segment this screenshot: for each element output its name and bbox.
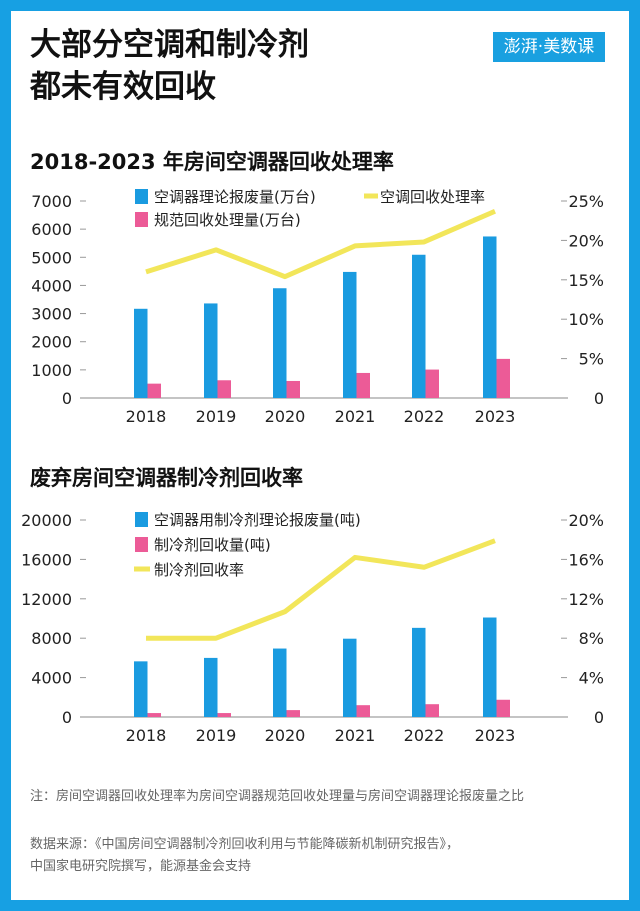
bar-blue bbox=[343, 271, 357, 398]
bar-blue bbox=[412, 254, 426, 398]
x-tick-label: 2018 bbox=[126, 726, 167, 745]
bar-pink bbox=[425, 369, 439, 398]
bar-pink bbox=[217, 713, 231, 717]
x-tick-label: 2020 bbox=[265, 407, 306, 426]
bar-blue bbox=[273, 288, 287, 398]
x-tick-label: 2022 bbox=[404, 407, 445, 426]
y-tick-label: 0 bbox=[62, 389, 72, 408]
bar-blue bbox=[483, 236, 497, 398]
y2-tick-label: 0 bbox=[594, 708, 604, 727]
y2-tick-label: 12% bbox=[568, 590, 604, 609]
source-line-2: 中国家电研究院撰写，能源基金会支持 bbox=[30, 859, 252, 874]
x-tick-label: 2023 bbox=[475, 407, 516, 426]
x-tick-label: 2021 bbox=[335, 407, 376, 426]
y-tick-label: 2000 bbox=[31, 333, 72, 352]
x-tick-label: 2019 bbox=[196, 407, 237, 426]
y2-tick-label: 20% bbox=[568, 231, 604, 250]
y-tick-label: 20000 bbox=[21, 511, 72, 530]
bar-pink bbox=[147, 713, 161, 717]
footnote: 注：房间空调器回收处理率为房间空调器规范回收处理量与房间空调器理论报废量之比 bbox=[30, 789, 525, 804]
y-tick-label: 4000 bbox=[31, 669, 72, 688]
bar-blue bbox=[134, 661, 148, 717]
x-tick-label: 2022 bbox=[404, 726, 445, 745]
y-tick-label: 0 bbox=[62, 708, 72, 727]
bar-pink bbox=[425, 704, 439, 717]
page-title: 大部分空调和制冷剂 都未有效回收 bbox=[30, 24, 309, 108]
y2-tick-label: 0 bbox=[594, 389, 604, 408]
legend-label: 规范回收处理量(万台) bbox=[154, 211, 301, 229]
bar-blue bbox=[204, 303, 218, 398]
y-tick-label: 6000 bbox=[31, 220, 72, 239]
x-tick-label: 2020 bbox=[265, 726, 306, 745]
bar-pink bbox=[147, 383, 161, 398]
y-tick-label: 7000 bbox=[31, 192, 72, 211]
legend-label: 制冷剂回收率 bbox=[154, 561, 244, 579]
bar-blue bbox=[273, 648, 287, 717]
chart2-title: 废弃房间空调器制冷剂回收率 bbox=[30, 466, 303, 490]
y2-tick-label: 25% bbox=[568, 192, 604, 211]
chart2: 0 4000 8000 12000 16000 20000 0 4% 8% 12% 16% 20% 20… bbox=[21, 511, 604, 745]
source-line-1: 数据来源：《中国房间空调器制冷剂回收利用与节能降碳新机制研究报告》， bbox=[30, 837, 460, 852]
card bbox=[11, 11, 629, 900]
x-tick-label: 2019 bbox=[196, 726, 237, 745]
legend-label: 空调器理论报废量(万台) bbox=[154, 188, 316, 206]
x-tick-label: 2021 bbox=[335, 726, 376, 745]
chart1-title: 2018-2023 年房间空调器回收处理率 bbox=[30, 150, 394, 174]
bar-blue bbox=[204, 657, 218, 717]
y-tick-label: 1000 bbox=[31, 361, 72, 380]
bar-blue bbox=[343, 638, 357, 717]
legend-swatch-pink bbox=[135, 212, 148, 227]
bar-pink bbox=[496, 358, 510, 398]
bar-pink bbox=[286, 710, 300, 717]
y2-tick-label: 16% bbox=[568, 550, 604, 569]
bar-pink bbox=[356, 372, 370, 398]
y-tick-label: 12000 bbox=[21, 590, 72, 609]
y-tick-label: 3000 bbox=[31, 305, 72, 324]
legend-label: 空调器用制冷剂理论报废量(吨) bbox=[154, 511, 361, 529]
y2-tick-label: 8% bbox=[579, 629, 604, 648]
x-tick-label: 2018 bbox=[126, 407, 167, 426]
y-tick-label: 16000 bbox=[21, 550, 72, 569]
title-line-1: 大部分空调和制冷剂 bbox=[30, 27, 309, 63]
bar-pink bbox=[217, 380, 231, 398]
bar-blue bbox=[134, 308, 148, 398]
bar-pink bbox=[356, 705, 370, 717]
y-tick-label: 4000 bbox=[31, 276, 72, 295]
bar-pink bbox=[286, 380, 300, 398]
legend-swatch-blue bbox=[135, 189, 148, 204]
chart1: 0 1000 2000 3000 4000 5000 6000 7000 0 5% 10% 15% 20… bbox=[31, 188, 604, 426]
y-tick-label: 8000 bbox=[31, 629, 72, 648]
title-line-2: 都未有效回收 bbox=[30, 69, 216, 105]
y2-tick-label: 5% bbox=[579, 350, 604, 369]
logo: 澎湃·美数课 bbox=[493, 32, 605, 62]
y-tick-label: 5000 bbox=[31, 248, 72, 267]
bar-pink bbox=[496, 699, 510, 717]
y2-tick-label: 20% bbox=[568, 511, 604, 530]
bar-blue bbox=[412, 627, 426, 717]
line-series bbox=[145, 208, 496, 280]
line-series bbox=[146, 538, 496, 641]
legend-label: 制冷剂回收量(吨) bbox=[154, 536, 271, 554]
legend-swatch-pink bbox=[135, 537, 148, 552]
y2-tick-label: 10% bbox=[568, 310, 604, 329]
legend-swatch-blue bbox=[135, 512, 148, 527]
x-tick-label: 2023 bbox=[475, 726, 516, 745]
y2-tick-label: 4% bbox=[579, 669, 604, 688]
y2-tick-label: 15% bbox=[568, 271, 604, 290]
legend-label: 空调回收处理率 bbox=[380, 188, 485, 206]
bar-blue bbox=[483, 617, 497, 717]
